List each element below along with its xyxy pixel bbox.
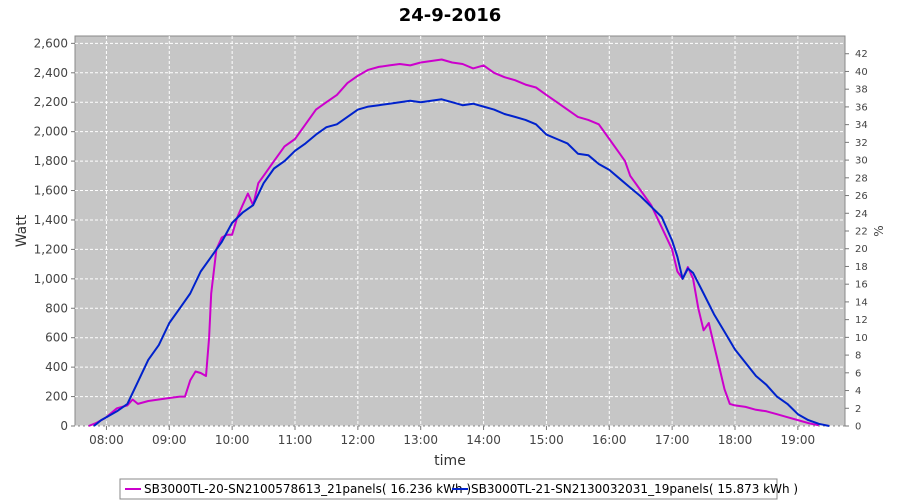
y2-tick-label: 42 bbox=[855, 49, 868, 60]
y-tick-label: 2,400 bbox=[34, 66, 68, 80]
y2-axis-label: % bbox=[872, 225, 886, 236]
y2-tick-label: 2 bbox=[855, 404, 861, 415]
y2-tick-label: 4 bbox=[855, 386, 861, 397]
y2-tick-label: 32 bbox=[855, 138, 868, 149]
y2-tick-label: 34 bbox=[855, 120, 868, 131]
y2-tick-label: 30 bbox=[855, 156, 868, 167]
x-tick-label: 14:00 bbox=[466, 433, 501, 447]
y2-tick-label: 0 bbox=[855, 422, 861, 433]
y-tick-label: 200 bbox=[45, 390, 68, 404]
y-tick-label: 1,400 bbox=[34, 213, 68, 227]
legend: SB3000TL-20-SN2100578613_21panels( 16.23… bbox=[125, 482, 798, 496]
series-line-2 bbox=[93, 98, 830, 427]
y2-tick-label: 8 bbox=[855, 351, 861, 362]
x-tick-label: 09:00 bbox=[152, 433, 187, 447]
y2-tick-label: 14 bbox=[855, 297, 868, 308]
y-tick-label: 0 bbox=[60, 419, 68, 433]
x-tick-label: 12:00 bbox=[341, 433, 376, 447]
y-tick-label: 600 bbox=[45, 331, 68, 345]
x-tick-label: 10:00 bbox=[215, 433, 250, 447]
x-tick-label: 15:00 bbox=[529, 433, 564, 447]
y2-tick-label: 20 bbox=[855, 244, 868, 255]
y-tick-label: 2,000 bbox=[34, 125, 68, 139]
x-axis-label: time bbox=[434, 453, 466, 469]
legend-box bbox=[119, 478, 778, 500]
x-tick-label: 11:00 bbox=[278, 433, 313, 447]
y-tick-label: 1,000 bbox=[34, 272, 68, 286]
x-tick-label: 17:00 bbox=[655, 433, 690, 447]
y2-tick-label: 16 bbox=[855, 280, 868, 291]
x-tick-label: 08:00 bbox=[89, 433, 124, 447]
y-tick-label: 1,200 bbox=[34, 242, 68, 256]
axis-ticks: 08:00 09:00 10:00 11:00 12:00 13:00 14:00 15:00… bbox=[34, 36, 868, 447]
y2-tick-label: 40 bbox=[855, 67, 868, 78]
y2-tick-label: 24 bbox=[855, 209, 868, 220]
grid-lines bbox=[75, 36, 845, 427]
legend-label-2: SB3000TL-21-SN2130032031_19panels( 15.87… bbox=[471, 482, 798, 496]
x-tick-label: 16:00 bbox=[592, 433, 627, 447]
y2-tick-label: 12 bbox=[855, 315, 868, 326]
y2-tick-label: 18 bbox=[855, 262, 868, 273]
y2-tick-label: 6 bbox=[855, 368, 861, 379]
y-axis-label: Watt bbox=[14, 214, 30, 247]
x-tick-label: 13:00 bbox=[403, 433, 438, 447]
series-layer bbox=[88, 58, 830, 427]
chart-title: 24-9-2016 bbox=[399, 5, 502, 26]
y2-tick-label: 28 bbox=[855, 173, 868, 184]
plot-area bbox=[74, 35, 846, 427]
y2-tick-label: 36 bbox=[855, 102, 868, 113]
series-line-1 bbox=[88, 58, 820, 427]
y-tick-label: 400 bbox=[45, 360, 68, 374]
y2-tick-label: 38 bbox=[855, 85, 868, 96]
x-tick-label: 18:00 bbox=[718, 433, 753, 447]
y2-tick-label: 26 bbox=[855, 191, 868, 202]
x-tick-label: 19:00 bbox=[781, 433, 816, 447]
y2-tick-label: 10 bbox=[855, 333, 868, 344]
y2-tick-label: 22 bbox=[855, 227, 868, 238]
y-tick-label: 1,800 bbox=[34, 154, 68, 168]
legend-label-1: SB3000TL-20-SN2100578613_21panels( 16.23… bbox=[144, 482, 471, 496]
y-tick-label: 2,200 bbox=[34, 95, 68, 109]
y-tick-label: 1,600 bbox=[34, 184, 68, 198]
y-tick-label: 2,600 bbox=[34, 36, 68, 50]
y-tick-label: 800 bbox=[45, 301, 68, 315]
